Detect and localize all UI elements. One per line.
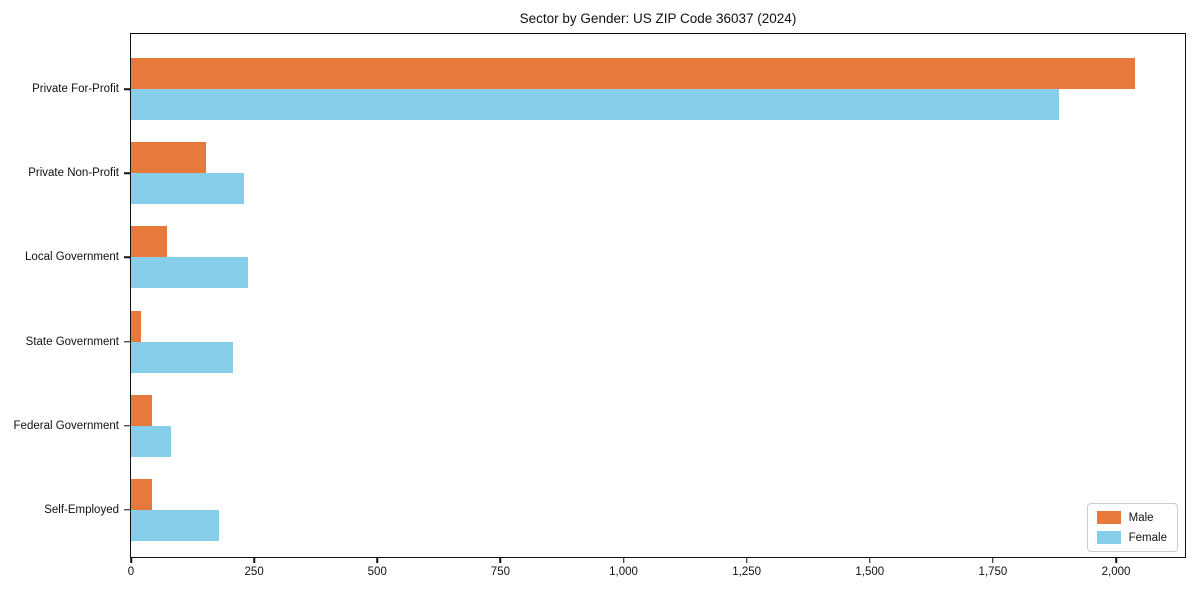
bar-male [131,58,1135,90]
bar-female [131,341,233,373]
x-axis-tick-label: 500 [367,566,387,578]
x-axis-tick-label: 0 [127,566,135,578]
legend-swatch [1096,531,1121,544]
bar-group [131,142,1185,205]
y-axis-label: Self-Employed [44,503,119,516]
y-axis-tick [124,425,131,427]
bar-female [131,89,1059,121]
x-axis-tick [499,557,502,563]
x-axis-tick [1115,557,1117,563]
legend-item: Female [1096,531,1167,544]
x-axis-tick [622,557,625,563]
bar-male [131,394,153,426]
bar-female [131,509,220,541]
x-axis-tick [869,557,871,563]
y-axis-tick [124,340,131,343]
legend-swatch [1096,511,1121,524]
bar-female [131,173,245,205]
y-axis-tick [124,256,131,259]
bar-group [131,226,1185,289]
x-axis-tick [130,557,132,563]
bar-male [131,310,142,342]
x-axis-tick-label: 750 [490,566,510,578]
legend-label: Female [1128,531,1167,544]
chart-title: Sector by Gender: US ZIP Code 36037 (202… [519,11,797,26]
category-row: Self-Employed [44,468,1185,552]
x-axis-tick-label: 1,750 [978,566,1008,578]
x-axis-tick-label: 250 [244,566,264,578]
y-axis-label: Local Government [25,251,119,264]
x-axis-tick-label: 1,000 [609,566,638,578]
x-axis-tick [745,557,748,563]
y-axis-tick [124,172,131,174]
bar-group [131,478,1185,541]
category-row: Private For-Profit [32,47,1185,131]
y-axis-label: Federal Government [13,419,119,432]
bar-group [131,310,1185,373]
y-axis-label: State Government [25,335,119,348]
x-axis-tick [376,557,378,563]
x-axis-tick-label: 2,000 [1101,566,1131,578]
legend-label: Male [1128,511,1154,524]
category-row: Local Government [25,215,1185,299]
category-row: State Government [26,300,1185,384]
legend: Male Female [1086,503,1178,552]
bar-group [131,394,1185,457]
bar-male [131,478,152,510]
category-row: Federal Government [14,384,1185,468]
bar-male [131,226,168,258]
bar-rows: Private For-Profit Private Non-Profit Loca… [14,47,1185,552]
y-axis-tick [124,509,131,511]
x-axis-tick [253,557,255,563]
y-axis-label: Private For-Profit [32,83,119,96]
x-axis-tick-label: 1,500 [855,566,885,578]
x-axis-tick-label: 1,250 [732,566,762,578]
bar-group [131,58,1185,121]
bar-female [131,257,249,289]
plot-area: Private For-Profit Private Non-Profit Loca… [14,33,1186,578]
y-axis-tick [124,88,131,90]
legend-item: Male [1096,511,1167,524]
y-axis-label: Private Non-Profit [28,167,119,180]
bar-female [131,425,171,457]
x-axis-tick [992,557,994,563]
bar-male [131,142,207,174]
category-row: Private Non-Profit [28,131,1185,215]
